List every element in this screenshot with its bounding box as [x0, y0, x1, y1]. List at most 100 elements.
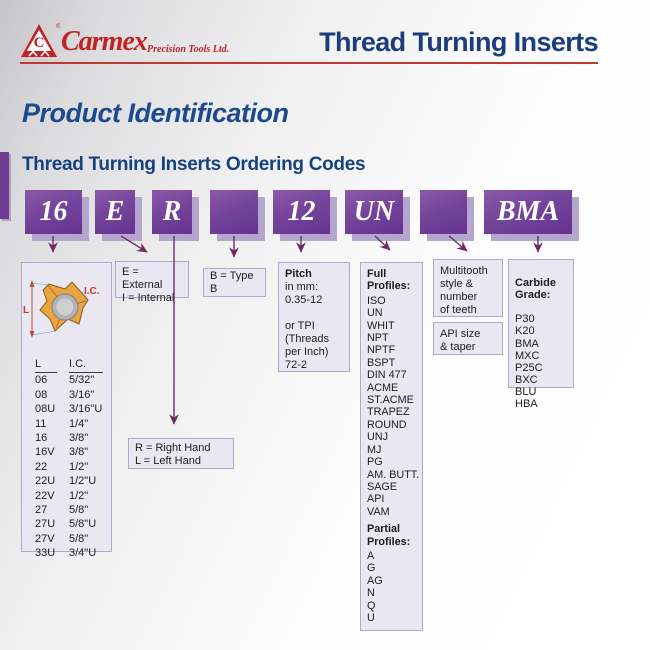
table-cell: 1/2"U: [69, 475, 97, 488]
profile-item: ST.ACME: [367, 394, 414, 407]
table-row: 08 3/16": [22, 388, 111, 402]
code-box-multitooth: [420, 190, 467, 234]
code-box-profile: UN: [345, 190, 403, 234]
page-subtitle: Thread Turning Inserts Ordering Codes: [22, 154, 366, 175]
table-row: 33U 3/4"U: [22, 546, 111, 560]
table-cell: 27V: [35, 532, 55, 545]
table-cell: 5/32": [69, 374, 95, 387]
carbide-grade-title: Carbide Grade:: [515, 277, 556, 302]
size-table-body: 06 5/32" 08 3/16" 08U 3/16"U 11 1/4" 16 3/8" 16V 3/…: [22, 373, 111, 560]
profile-item: SAGE: [367, 480, 398, 493]
table-cell: 11: [35, 417, 47, 430]
table-cell: 5/8"U: [69, 518, 97, 531]
registered-mark: ®: [56, 22, 60, 30]
table-cell: 22U: [35, 475, 56, 488]
table-row: 22U 1/2"U: [22, 474, 111, 488]
table-row: 08U 3/16"U: [22, 402, 111, 416]
code-box-type: [210, 190, 258, 234]
table-row: 27 5/8": [22, 503, 111, 517]
code-box-pitch: 12: [273, 190, 330, 234]
size-legend-box: L I.C. L I.C. 06 5/32" 08 3/16" 08U 3/16"U 11 1…: [21, 262, 112, 559]
carmex-logo-icon: C ®: [21, 22, 60, 57]
page-title: Product Identification: [22, 98, 289, 128]
grade-item: BMA: [515, 337, 539, 350]
table-cell: 27U: [35, 518, 56, 531]
profile-item: Q: [367, 599, 376, 612]
table-cell: 22V: [35, 489, 55, 502]
multitooth-box: Multitooth style & number of teeth: [433, 259, 503, 317]
table-row: 16 3/8": [22, 431, 111, 445]
pitch-body: in mm: 0.35-12 or TPI (Threads per Inch)…: [285, 281, 330, 371]
grade-item: P30: [515, 313, 535, 326]
type-b-box: B = Type B: [203, 268, 266, 297]
table-cell: 1/4": [69, 417, 89, 430]
grade-item: HBA: [515, 398, 538, 411]
partial-profiles-title: Partial Profiles:: [367, 523, 411, 548]
profile-item: ROUND: [367, 418, 407, 431]
table-cell: 3/16"U: [69, 403, 103, 416]
col-header-l: L: [35, 357, 57, 374]
profile-item: AM. BUTT.: [367, 468, 420, 481]
profile-item: VAM: [367, 505, 390, 518]
profiles-box: Full Profiles: ISO UN WHIT NPT NPTF BSPT DIN 4…: [360, 262, 423, 631]
table-cell: 08U: [35, 403, 56, 416]
document-title: Thread Turning Inserts: [319, 27, 598, 57]
table-cell: 3/16": [69, 388, 95, 401]
profile-item: ACME: [367, 381, 399, 394]
api-box: API size & taper: [433, 322, 503, 355]
insert-diagram: L I.C.: [23, 280, 100, 338]
table-cell: 22: [35, 460, 48, 473]
profile-item: UN: [367, 307, 383, 320]
profile-item: WHIT: [367, 319, 395, 332]
carbide-grade-box: Carbide Grade: P30 K20 BMA MXC P25C BXC BLU HBA: [508, 259, 574, 410]
code-box-hand: R: [152, 190, 192, 234]
full-profiles-list: ISO UN WHIT NPT NPTF BSPT DIN 477 ACME ST.ACME TR…: [367, 295, 420, 518]
logo-letter: C: [34, 35, 45, 51]
profile-item: BSPT: [367, 356, 396, 369]
grade-item: K20: [515, 325, 535, 338]
table-cell: 08: [35, 388, 48, 401]
table-row: 22 1/2": [22, 460, 111, 474]
grade-item: BXC: [515, 373, 538, 386]
table-cell: 33U: [35, 547, 56, 560]
table-cell: 27: [35, 504, 48, 517]
table-cell: 16V: [35, 446, 55, 459]
size-table-header: L I.C.: [22, 357, 111, 374]
table-row: 16V 3/8": [22, 445, 111, 459]
profile-item: UNJ: [367, 431, 388, 444]
table-cell: 3/8": [69, 446, 89, 459]
profile-item: PG: [367, 456, 383, 469]
table-row: 06 5/32": [22, 373, 111, 387]
table-cell: 1/2": [69, 489, 89, 502]
profile-item: API: [367, 493, 385, 506]
banner-divider: [20, 62, 598, 64]
table-cell: 1/2": [69, 460, 89, 473]
profile-item: MJ: [367, 443, 382, 456]
table-cell: 16: [35, 432, 48, 445]
dim-label-l: L: [23, 305, 29, 316]
code-box-size: 16: [25, 190, 82, 234]
table-row: 22V 1/2": [22, 489, 111, 503]
code-box-external-internal: E: [95, 190, 135, 234]
table-cell: 3/8": [69, 432, 89, 445]
table-cell: 5/8": [69, 532, 89, 545]
profile-item: DIN 477: [367, 369, 407, 382]
pitch-title: Pitch: [285, 268, 312, 280]
external-internal-box: E = External I = Internal: [115, 261, 189, 304]
hand-box: R = Right Hand L = Left Hand: [128, 438, 234, 469]
brand-name: Carmex: [61, 26, 148, 57]
profile-item: U: [367, 611, 375, 624]
table-cell: 06: [35, 374, 48, 387]
profile-item: TRAPEZ: [367, 406, 410, 419]
carbide-grade-list: P30 K20 BMA MXC P25C BXC BLU HBA: [515, 313, 567, 410]
grade-item: P25C: [515, 361, 543, 374]
table-row: 27U 5/8"U: [22, 517, 111, 531]
col-header-ic: I.C.: [69, 357, 103, 374]
profile-item: N: [367, 587, 375, 600]
dim-label-ic: I.C.: [84, 286, 100, 297]
code-box-carbide-grade: BMA: [484, 190, 572, 234]
profile-item: NPTF: [367, 344, 396, 357]
accent-bar: [0, 152, 9, 219]
profile-item: NPT: [367, 332, 389, 345]
